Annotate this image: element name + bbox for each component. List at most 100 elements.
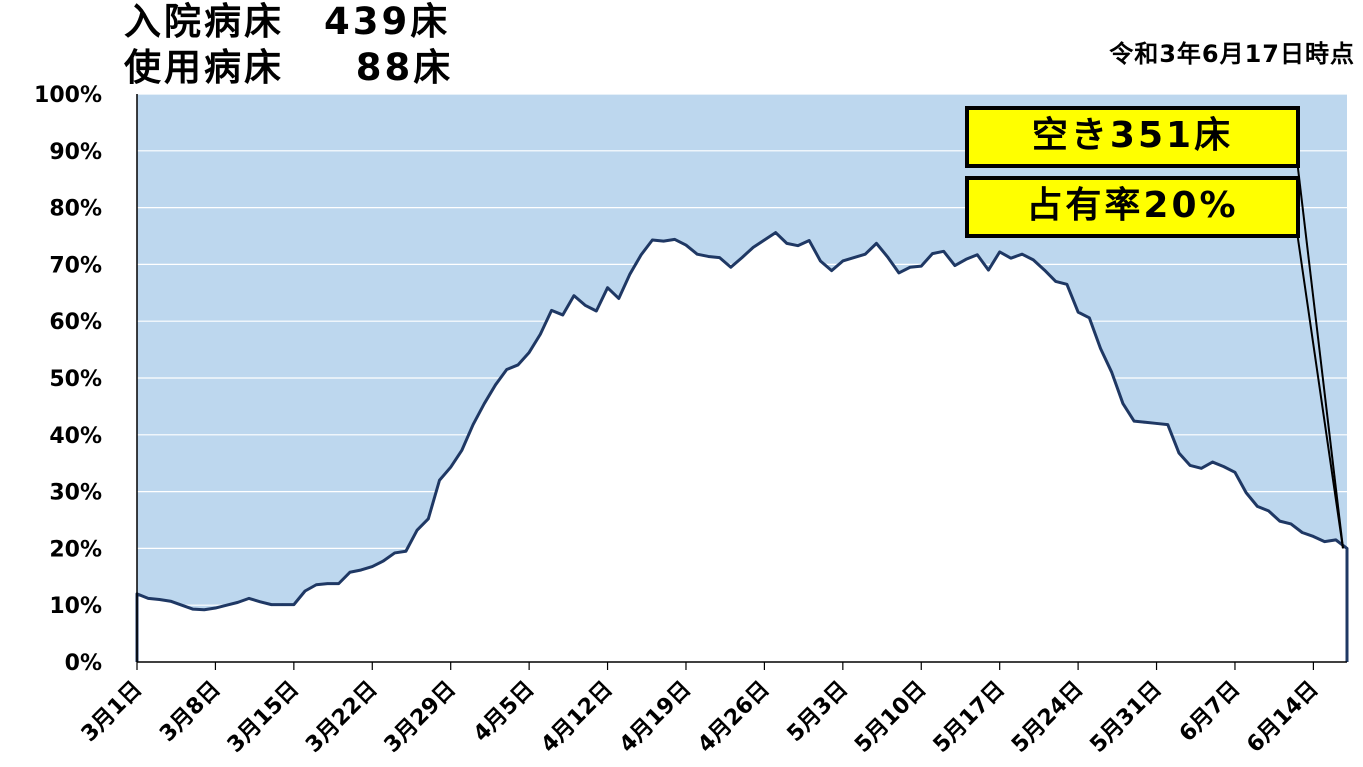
data-point: [180, 604, 184, 607]
data-point: [427, 517, 430, 521]
data-point: [942, 250, 945, 253]
x-tick-label: 6月14日: [1242, 677, 1323, 758]
y-tick-label: 80%: [49, 197, 102, 222]
data-point: [1065, 283, 1069, 286]
data-point: [158, 598, 161, 601]
x-tick-label: 4月5日: [469, 677, 539, 747]
data-point: [830, 269, 833, 272]
area-fill: [137, 232, 1347, 662]
data-point: [1155, 422, 1158, 425]
data-point: [315, 583, 318, 586]
data-point: [1211, 460, 1214, 464]
data-point: [819, 259, 822, 263]
data-point: [225, 604, 228, 607]
data-point: [1020, 252, 1024, 256]
data-point: [998, 250, 1001, 254]
data-point: [505, 368, 508, 371]
header-total-beds: 入院病床 439床: [124, 0, 451, 43]
data-point: [1121, 402, 1125, 405]
data-point: [337, 582, 340, 585]
y-tick-label: 100%: [34, 83, 102, 108]
data-point: [740, 256, 744, 259]
data-point: [976, 253, 979, 256]
y-tick-label: 60%: [49, 310, 102, 335]
data-point: [695, 252, 699, 256]
data-point: [1043, 268, 1046, 272]
data-point: [1032, 258, 1035, 262]
data-point: [270, 603, 273, 606]
data-point: [684, 243, 688, 247]
data-point: [494, 383, 497, 387]
data-point: [292, 603, 296, 606]
callout-leader-free: [1296, 159, 1344, 549]
y-tick-label: 20%: [49, 537, 102, 562]
x-tick-label: 3月15日: [223, 677, 304, 758]
data-point: [606, 286, 609, 289]
data-point: [516, 363, 520, 367]
data-point: [326, 582, 329, 585]
data-point: [371, 565, 374, 568]
y-tick-label: 10%: [49, 594, 102, 619]
data-point: [651, 238, 654, 242]
data-point: [763, 238, 766, 242]
data-point: [382, 559, 385, 563]
data-point: [348, 571, 352, 574]
as-of-date: 令和3年6月17日時点: [1109, 40, 1355, 68]
data-point: [247, 597, 251, 600]
callout-occupancy-rate: 占有率20%: [965, 176, 1300, 238]
data-point: [438, 479, 441, 482]
data-point: [875, 242, 878, 245]
data-point: [1054, 280, 1057, 283]
data-point: [964, 258, 968, 261]
x-tick-label: 5月10日: [850, 677, 931, 758]
data-point: [595, 309, 598, 313]
y-tick-label: 50%: [49, 367, 102, 392]
data-point: [572, 294, 576, 297]
data-point: [673, 238, 676, 241]
data-point: [908, 266, 912, 269]
callout-leader-rate: [1296, 231, 1344, 549]
y-tick-label: 40%: [49, 424, 102, 449]
data-point: [214, 606, 217, 610]
data-point: [1222, 465, 1225, 468]
data-point: [1110, 371, 1113, 374]
y-tick-label: 30%: [49, 481, 102, 506]
data-point: [281, 603, 284, 606]
data-point: [191, 607, 195, 611]
data-point: [1256, 505, 1259, 508]
data-point: [1188, 464, 1192, 467]
data-point: [415, 529, 419, 532]
data-point: [886, 255, 889, 259]
data-point: [1289, 522, 1293, 526]
data-point: [236, 601, 240, 604]
data-point: [639, 253, 643, 256]
data-point: [897, 271, 901, 275]
x-tick-label: 5月17日: [929, 677, 1010, 758]
data-point: [852, 256, 856, 259]
data-point: [449, 465, 452, 469]
data-point: [1300, 531, 1304, 534]
data-point: [920, 264, 923, 268]
data-point: [718, 256, 721, 259]
y-tick-label: 0%: [65, 651, 102, 676]
data-point: [259, 600, 262, 603]
data-point: [169, 600, 172, 603]
header-used-beds: 使用病床 88床: [124, 46, 454, 89]
data-point: [1312, 535, 1315, 538]
data-point: [729, 266, 732, 269]
data-point: [1099, 347, 1102, 350]
data-point: [841, 259, 845, 263]
x-tick-label: 3月22日: [301, 677, 382, 758]
data-point: [527, 351, 531, 354]
data-point: [561, 313, 564, 317]
data-point: [1166, 423, 1169, 426]
data-point: [1345, 547, 1349, 550]
callout-free-beds: 空き351床: [965, 106, 1300, 168]
data-point: [864, 252, 867, 256]
data-point: [808, 239, 811, 242]
x-tick-label: 4月12日: [537, 677, 618, 758]
x-tick-label: 4月26日: [693, 677, 774, 758]
data-point: [483, 402, 486, 405]
data-point: [1278, 519, 1281, 523]
